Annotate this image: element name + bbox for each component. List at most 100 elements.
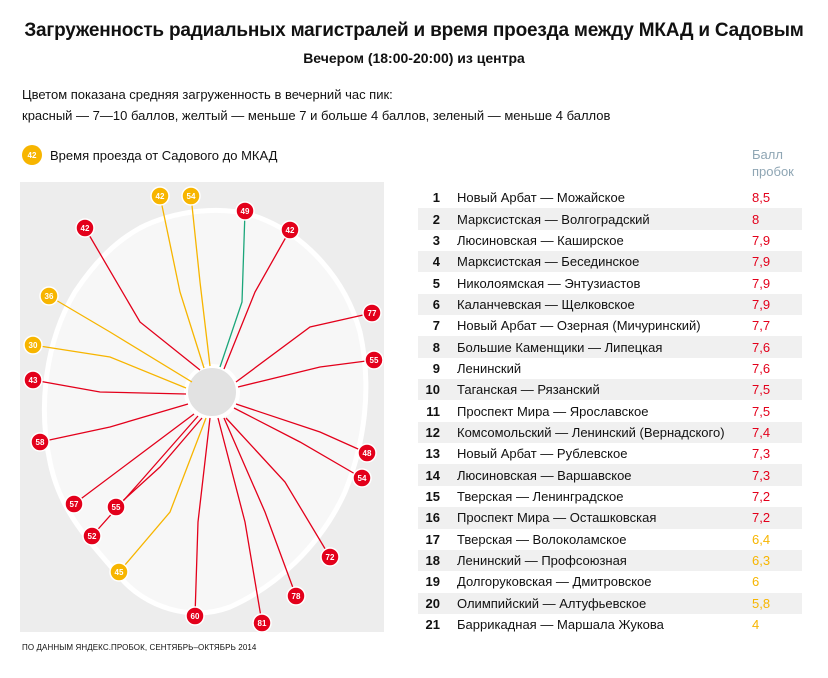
row-road-name: Олимпийский — Алтуфьевское: [457, 595, 647, 611]
table-row: 18 Ленинский — Профсоюзная 6,3: [418, 549, 802, 572]
row-score: 7,2: [752, 488, 771, 504]
row-score: 7,9: [752, 254, 771, 270]
row-road-name: Таганская — Рязанский: [457, 382, 600, 398]
table-row: 6 Каланчевская — Щелковское 7,9: [418, 293, 802, 316]
radial-road: [194, 417, 211, 617]
radial-road: [39, 403, 189, 443]
travel-time-badge: [357, 443, 377, 463]
garden-ring: [184, 364, 240, 420]
travel-time-badge-label: 60: [191, 612, 200, 621]
row-score: 7,2: [752, 510, 771, 526]
legend: 42 Время проезда от Садового до МКАД: [22, 145, 277, 165]
radial-road: [217, 417, 263, 624]
row-rank: 12: [425, 424, 440, 440]
radial-road: [223, 229, 291, 370]
travel-time-badge-label: 54: [187, 192, 196, 201]
row-rank: 20: [425, 595, 440, 611]
radial-road: [235, 312, 373, 383]
score-header: Балл пробок: [752, 146, 794, 180]
travel-time-badge-label: 42: [81, 224, 90, 233]
row-rank: 10: [425, 382, 440, 398]
row-score: 8: [752, 211, 760, 227]
row-rank: 4: [432, 254, 440, 270]
row-rank: 14: [425, 467, 440, 483]
row-score: 7,9: [752, 275, 771, 291]
row-rank: 7: [432, 318, 440, 334]
travel-time-badge-label: 55: [112, 503, 121, 512]
row-score: 7,4: [752, 424, 771, 440]
row-road-name: Тверская — Волоколамское: [457, 531, 627, 547]
table-row: 5 Николоямская — Энтузиастов 7,9: [418, 272, 802, 294]
travel-time-badge: [362, 303, 382, 323]
row-rank: 2: [432, 211, 440, 227]
travel-time-badge-label: 78: [292, 592, 301, 601]
table-row: 21 Баррикадная — Маршала Жукова 4: [418, 613, 802, 636]
travel-time-badge: [82, 526, 102, 546]
chart-title: Загруженность радиальных магистралей и в…: [24, 20, 804, 41]
travel-time-badge-label: 52: [88, 532, 97, 541]
description: Цветом показана средняя загруженность в …: [22, 84, 610, 126]
table-row: 7 Новый Арбат — Озерная (Мичуринский) 7,7: [418, 315, 802, 337]
travel-time-badge-label: 36: [45, 292, 54, 301]
travel-time-badge-label: 72: [326, 553, 335, 562]
travel-time-badge: [235, 201, 255, 221]
row-score: 7,9: [752, 232, 771, 248]
travel-time-badge-label: 42: [286, 226, 295, 235]
table-row: 13 Новый Арбат — Рублевское 7,3: [418, 443, 802, 465]
table-row: 16 Проспект Мира — Осташковская 7,2: [418, 507, 802, 529]
travel-time-badge: [150, 186, 170, 206]
table-row: 14 Люсиновская — Варшавское 7,3: [418, 464, 802, 486]
table-row: 2 Марксистская — Волгоградский 8: [418, 208, 802, 230]
radial-road: [223, 417, 297, 597]
row-score: 7,5: [752, 382, 771, 398]
travel-time-badge-label: 48: [363, 449, 372, 458]
row-rank: 11: [426, 403, 440, 419]
row-rank: 9: [432, 360, 440, 376]
travel-time-badge: [109, 562, 129, 582]
score-header-line-2: пробок: [752, 164, 794, 179]
ranking-table: 1 Новый Арбат — Можайское 8,5 2 Марксистская…: [418, 187, 802, 636]
row-score: 7,5: [752, 403, 771, 419]
row-score: 8,5: [752, 190, 771, 206]
table-row: 20 Олимпийский — Алтуфьевское 5,8: [418, 592, 802, 614]
radial-road: [32, 379, 187, 395]
row-rank: 21: [425, 617, 440, 633]
row-rank: 5: [432, 275, 440, 291]
travel-time-badge-label: 77: [368, 309, 377, 318]
row-road-name: Тверская — Ленинградское: [457, 488, 624, 504]
row-road-name: Марксистская — Волгоградский: [457, 211, 650, 227]
travel-time-badge-label: 81: [258, 619, 267, 628]
row-road-name: Ленинский — Профсоюзная: [457, 553, 627, 569]
table-row: 10 Таганская — Рязанский 7,5: [418, 379, 802, 401]
row-road-name: Николоямская — Энтузиастов: [457, 275, 641, 291]
row-rank: 8: [432, 339, 440, 355]
radial-road: [219, 210, 246, 368]
travel-time-badge: [181, 186, 201, 206]
row-road-name: Марксистская — Бесединское: [457, 254, 640, 270]
description-line-1: Цветом показана средняя загруженность в …: [22, 87, 393, 102]
row-road-name: Каланчевская — Щелковское: [457, 296, 635, 312]
row-score: 7,3: [752, 467, 771, 483]
travel-time-badge: [23, 370, 43, 390]
row-score: 6,4: [752, 531, 771, 547]
radial-road: [159, 195, 205, 369]
radial-road: [225, 417, 331, 558]
travel-time-badge: [39, 286, 59, 306]
row-road-name: Баррикадная — Маршала Жукова: [457, 617, 664, 633]
table-row: 12 Комсомольский — Ленинский (Вернадского…: [418, 421, 802, 444]
row-rank: 3: [432, 232, 440, 248]
row-road-name: Комсомольский — Ленинский (Вернадского): [457, 424, 725, 440]
row-score: 7,6: [752, 339, 771, 355]
row-road-name: Новый Арбат — Озерная (Мичуринский): [457, 318, 701, 334]
row-road-name: Новый Арбат — Можайское: [457, 190, 625, 206]
table-row: 9 Ленинский 7,6: [418, 357, 802, 380]
description-line-2: красный — 7—10 баллов, желтый — меньше 7…: [22, 108, 611, 123]
row-road-name: Люсиновская — Каширское: [457, 232, 624, 248]
radial-road: [115, 417, 203, 508]
travel-time-badge: [185, 606, 205, 626]
table-row: 4 Марксистская — Бесединское 7,9: [418, 251, 802, 273]
travel-time-badge: [64, 494, 84, 514]
row-rank: 19: [425, 574, 440, 590]
score-header-line-1: Балл: [752, 147, 783, 162]
table-row: 1 Новый Арбат — Можайское 8,5: [418, 187, 802, 209]
